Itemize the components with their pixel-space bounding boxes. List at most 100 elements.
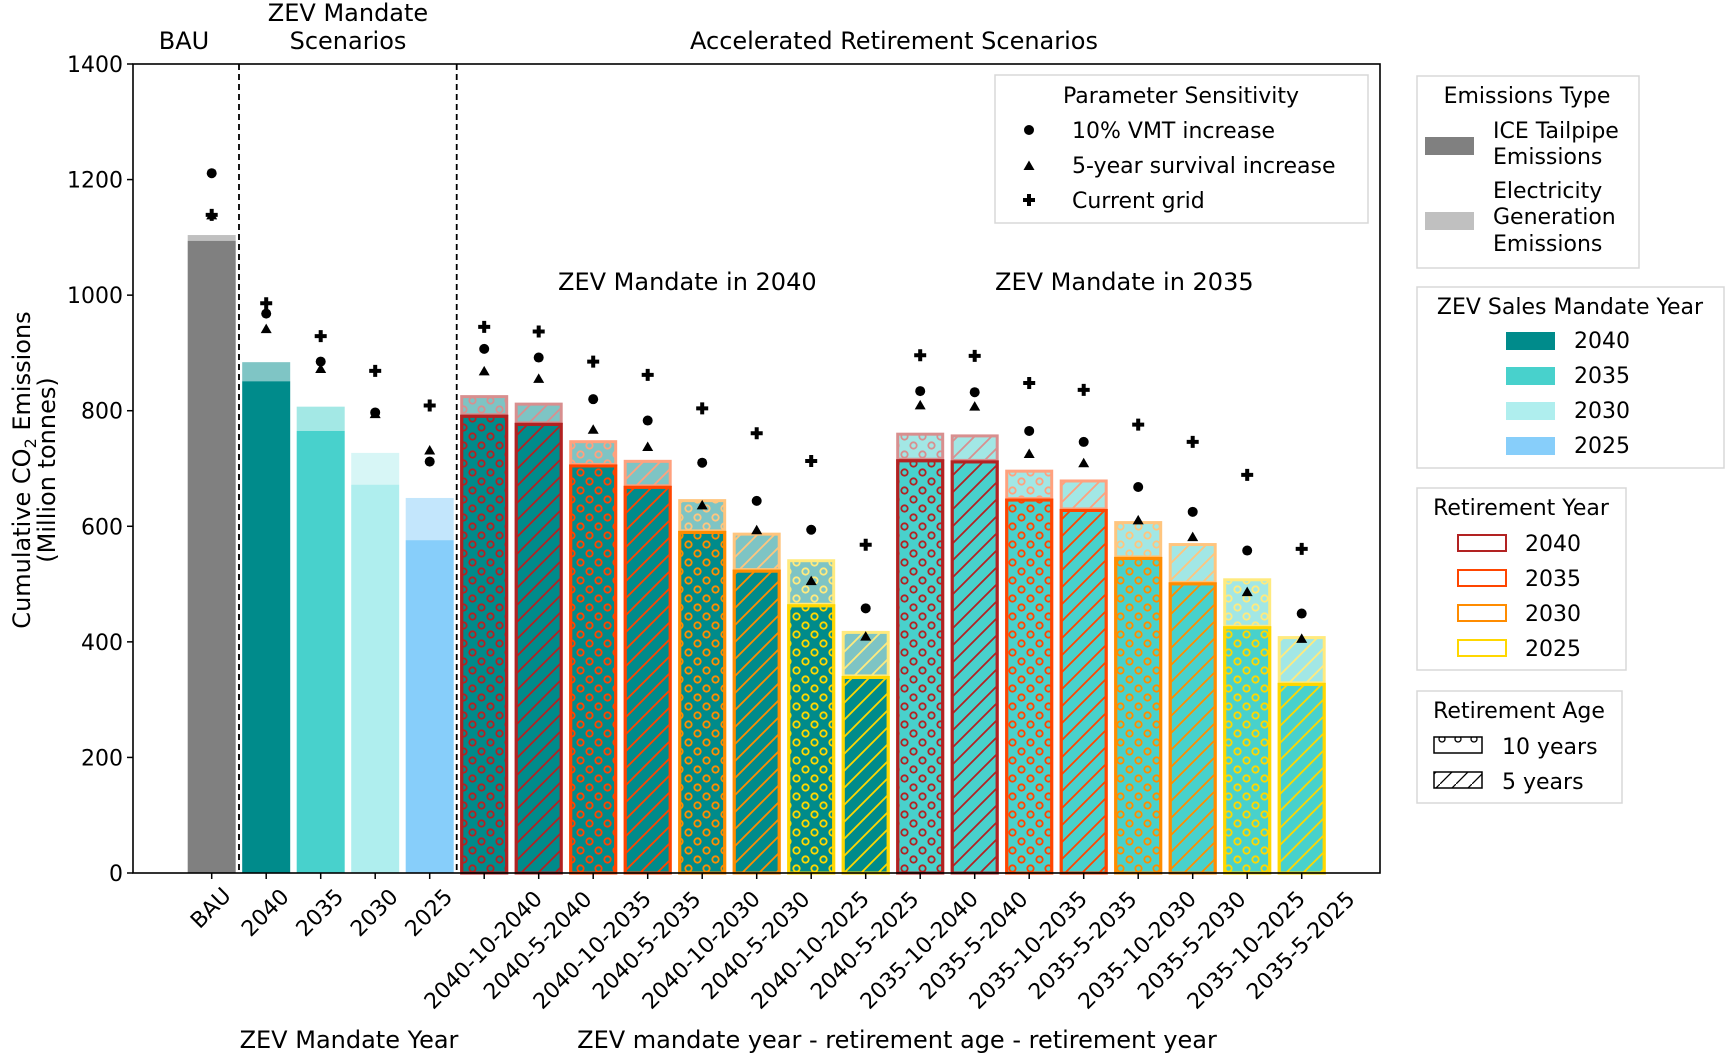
mandate-2035-swatch (1506, 367, 1555, 385)
electricity-swatch (1425, 212, 1474, 230)
y-axis-title: Cumulative CO2 Emissions (8, 311, 40, 628)
legend-title: Retirement Year (1433, 496, 1610, 521)
y-tick-label: 200 (81, 746, 123, 771)
marker-vmt-increase (1024, 425, 1035, 436)
bar-electricity-hatch (897, 434, 943, 460)
bar-ice-hatch (1059, 508, 1108, 875)
legend-title: Emissions Type (1444, 84, 1611, 109)
legend-label: ICE Tailpipe (1493, 119, 1619, 144)
legend-parameter-sensitivity: Parameter Sensitivity 10% VMT increase 5… (994, 74, 1369, 224)
marker-vmt-increase (206, 168, 217, 179)
bar-electricity-hatch (1279, 637, 1325, 683)
bar-electricity-hatch (1115, 522, 1161, 557)
bar-group (950, 434, 999, 875)
bar-group (405, 497, 454, 873)
bar-ice-hatch (896, 459, 945, 875)
bar-group (1114, 521, 1163, 875)
bar-segment-electricity (569, 440, 618, 466)
bar-segment-electricity (1059, 479, 1108, 511)
legend-label: 2035 (1574, 364, 1630, 389)
bar-group (732, 532, 781, 875)
marker-survival-increase (642, 441, 654, 452)
legend-retirement-age: Retirement Age 10 years 5 years (1416, 690, 1623, 804)
marker-current-grid (1077, 383, 1090, 396)
bar-electricity-hatch (625, 461, 671, 486)
bar-segment-electricity (1168, 543, 1217, 584)
x-tick-label: 2025 (401, 885, 458, 942)
y-axis-subtitle: (Million tonnes) (33, 377, 61, 562)
bar-ice-hatch (732, 569, 781, 875)
legend-label: 2035 (1525, 567, 1581, 592)
legend-emissions-type: Emissions Type ICE Tailpipe Emissions El… (1416, 75, 1640, 269)
legend-label: 10 years (1502, 735, 1598, 760)
x-tick-label: BAU (186, 883, 236, 933)
marker-current-grid (805, 454, 818, 467)
bar-group (1059, 479, 1108, 875)
y-tick-label: 1400 (67, 53, 123, 78)
bar-group (1277, 636, 1326, 875)
mandate-2040-swatch (1506, 332, 1555, 350)
marker-current-grid (859, 538, 872, 551)
legend-frame (994, 74, 1369, 224)
legend-label: 10% VMT increase (1072, 119, 1275, 144)
marker-survival-increase (1078, 457, 1090, 468)
legend-frame (1416, 75, 1640, 269)
sensitivity-markers (205, 168, 1308, 643)
x-tick-label: 2040 (237, 885, 294, 942)
marker-current-grid (1186, 435, 1199, 448)
bar-segment-electricity (460, 395, 509, 417)
bar-group (896, 432, 945, 875)
annotation-mandate-2035: ZEV Mandate in 2035 (995, 268, 1254, 296)
bar-ice-hatch (1114, 556, 1163, 875)
mandate-2025-swatch (1506, 437, 1555, 455)
legend-label: Electricity (1493, 179, 1602, 204)
bar-group (351, 452, 400, 873)
x-tick-label: 2035 (292, 885, 349, 942)
marker-vmt-increase (588, 394, 599, 405)
bar-segment-electricity (896, 432, 945, 461)
marker-current-grid (260, 297, 273, 310)
y-tick-label: 0 (109, 862, 123, 887)
bar-electricity-hatch (461, 396, 507, 415)
bar-ice-hatch (678, 530, 727, 875)
bar-electricity (351, 452, 400, 485)
marker-survival-increase (1296, 633, 1308, 643)
legend-frame (1416, 286, 1725, 469)
section-title-bau: BAU (159, 27, 209, 55)
bar-ice-hatch (1223, 626, 1272, 875)
retire-2030-swatch (1457, 604, 1507, 622)
legend-label: 2030 (1525, 602, 1581, 627)
bar-electricity (405, 497, 454, 541)
bar-ice-hatch (787, 604, 836, 875)
marker-current-grid (532, 325, 545, 338)
bar-group (841, 630, 890, 875)
bar-ice-hatch (1005, 498, 1054, 875)
bar-electricity (242, 362, 291, 382)
bar-segment-electricity (950, 434, 999, 462)
marker-current-grid (968, 349, 981, 362)
marker-vmt-increase (860, 603, 871, 614)
marker-vmt-increase (1242, 545, 1253, 556)
marker-current-grid (750, 427, 763, 440)
marker-survival-increase (369, 408, 381, 419)
marker-vmt-increase (1187, 506, 1198, 517)
bar-ice-hatch (1277, 682, 1326, 875)
marker-current-grid (1023, 376, 1036, 389)
bar-segment-electricity (732, 532, 781, 572)
marker-survival-increase (587, 424, 599, 434)
bar-ice-hatch (950, 460, 999, 875)
marker-vmt-increase (969, 387, 980, 398)
legend-label: 5-year survival increase (1072, 154, 1336, 179)
marker-survival-increase (533, 373, 545, 383)
marker-vmt-increase (1078, 436, 1089, 447)
bar-segment-electricity (623, 459, 672, 488)
legend-label: Generation (1493, 205, 1616, 230)
bar-ice (351, 484, 400, 873)
bar-ice-hatch (569, 464, 618, 875)
bar-ice-hatch (1168, 582, 1217, 875)
y-tick-label: 400 (81, 631, 123, 656)
marker-vmt-increase (1133, 481, 1144, 492)
section-title-zev-mandate-line1: ZEV Mandate (268, 0, 428, 27)
bar-group (242, 362, 291, 873)
marker-vmt-increase (697, 457, 708, 468)
